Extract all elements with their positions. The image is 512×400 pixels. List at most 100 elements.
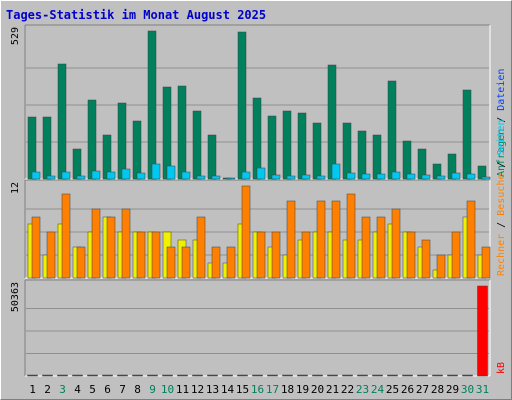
bar-dateien-day-26 xyxy=(406,173,416,180)
bar-kb-day-7 xyxy=(117,374,128,377)
day-label: 26 xyxy=(401,383,414,396)
series-kb xyxy=(27,285,488,377)
bar-dateien-day-19 xyxy=(301,174,311,180)
day-label: 24 xyxy=(371,383,385,396)
bar-besuche-day-16 xyxy=(256,231,266,279)
bar-anfragen-day-18 xyxy=(282,110,292,180)
legend-entry: Anfragen xyxy=(496,129,507,177)
bar-dateien-day-23 xyxy=(361,173,371,180)
day-label: 31 xyxy=(476,383,489,396)
bar-kb-day-13 xyxy=(207,374,218,377)
bar-besuche-day-10 xyxy=(166,246,176,279)
day-label: 23 xyxy=(356,383,369,396)
bar-kb-day-28 xyxy=(432,374,443,377)
bar-dateien-day-27 xyxy=(421,174,431,180)
bar-anfragen-day-3 xyxy=(57,63,67,180)
bar-dateien-day-15 xyxy=(241,171,251,180)
day-label: 5 xyxy=(89,383,96,396)
series-dateien xyxy=(31,163,491,180)
bar-dateien-day-7 xyxy=(121,168,131,180)
bar-anfragen-day-8 xyxy=(132,120,142,180)
bar-besuche-day-26 xyxy=(406,231,416,279)
bar-besuche-day-11 xyxy=(181,246,191,279)
bar-besuche-day-24 xyxy=(376,216,386,279)
day-label: 13 xyxy=(206,383,219,396)
bar-besuche-day-27 xyxy=(421,239,431,279)
y-max-label: 50363 xyxy=(10,282,21,312)
plot-area xyxy=(25,280,490,376)
bar-besuche-day-30 xyxy=(466,200,476,279)
day-label: 18 xyxy=(281,383,294,396)
bar-besuche-day-1 xyxy=(31,216,41,279)
day-label: 17 xyxy=(266,383,279,396)
day-axis: 1 2 3 4 5 6 7 8 9 10 11 12 13 14 15 16 17 18 19 20 21 22 23 24 2… xyxy=(29,383,489,396)
y-max-label: 12 xyxy=(10,182,21,194)
bar-dateien-day-24 xyxy=(376,173,386,180)
series-besuche xyxy=(31,185,491,279)
bar-anfragen-day-19 xyxy=(297,112,307,180)
bar-besuche-day-20 xyxy=(316,200,326,279)
bar-dateien-day-20 xyxy=(316,175,326,180)
bar-anfragen-day-13 xyxy=(207,134,217,180)
kb-panel: 50363 kB xyxy=(10,279,507,377)
series-legend: Rechner / Besuche / Seiten xyxy=(496,119,507,276)
legend-entry: Besuche xyxy=(496,174,507,216)
bar-besuche-day-18 xyxy=(286,200,296,279)
bar-kb-day-5 xyxy=(87,374,98,377)
bar-besuche-day-17 xyxy=(271,231,281,279)
bar-anfragen-day-20 xyxy=(312,122,322,180)
bar-anfragen-day-22 xyxy=(342,122,352,180)
bar-anfragen-day-12 xyxy=(192,110,202,180)
bar-anfragen-day-17 xyxy=(267,115,277,180)
bar-anfragen-day-4 xyxy=(72,148,82,180)
day-label: 9 xyxy=(149,383,156,396)
bar-anfragen-day-1 xyxy=(27,116,37,180)
bar-dateien-day-25 xyxy=(391,171,401,180)
legend-entry: Rechner xyxy=(496,234,507,276)
bar-kb-day-15 xyxy=(237,374,248,377)
bar-dateien-day-22 xyxy=(346,172,356,180)
bar-dateien-day-6 xyxy=(106,171,116,180)
bar-besuche-day-8 xyxy=(136,231,146,279)
bar-kb-day-17 xyxy=(267,374,278,377)
bar-kb-day-29 xyxy=(447,374,458,377)
bar-kb-day-23 xyxy=(357,374,368,377)
bar-besuche-day-9 xyxy=(151,231,161,279)
bar-kb-day-8 xyxy=(132,374,143,377)
bar-dateien-day-5 xyxy=(91,170,101,180)
bar-kb-day-4 xyxy=(72,374,83,377)
bar-besuche-day-12 xyxy=(196,216,206,279)
day-label: 10 xyxy=(161,383,174,396)
day-label: 25 xyxy=(386,383,399,396)
bar-anfragen-day-23 xyxy=(357,130,367,180)
bar-dateien-day-17 xyxy=(271,174,281,180)
day-label: 11 xyxy=(176,383,189,396)
day-label: 16 xyxy=(251,383,264,396)
day-label: 7 xyxy=(119,383,126,396)
bar-besuche-day-19 xyxy=(301,231,311,279)
day-label: 30 xyxy=(461,383,474,396)
bar-besuche-day-28 xyxy=(436,254,446,279)
y-max-label: 529 xyxy=(10,27,21,45)
bar-anfragen-day-11 xyxy=(177,85,187,180)
bar-dateien-day-4 xyxy=(76,175,86,180)
legend-entry: Dateien xyxy=(496,69,507,111)
bar-besuche-day-3 xyxy=(61,193,71,279)
bar-kb-day-31 xyxy=(477,285,488,377)
bar-besuche-day-4 xyxy=(76,246,86,279)
bar-kb-day-20 xyxy=(312,374,323,377)
bar-kb-day-21 xyxy=(327,374,338,377)
bar-besuche-day-22 xyxy=(346,193,356,279)
bar-besuche-day-23 xyxy=(361,216,371,279)
legend-entry: / xyxy=(496,111,507,129)
bar-kb-day-2 xyxy=(42,374,53,377)
chart-title: Tages-Statistik im Monat August 2025 xyxy=(6,8,266,22)
bar-kb-day-25 xyxy=(387,374,398,377)
bar-besuche-day-31 xyxy=(481,246,491,279)
day-label: 19 xyxy=(296,383,309,396)
bar-besuche-day-29 xyxy=(451,231,461,279)
bar-besuche-day-13 xyxy=(211,246,221,279)
bar-besuche-day-15 xyxy=(241,185,251,279)
bar-anfragen-day-26 xyxy=(402,140,412,180)
